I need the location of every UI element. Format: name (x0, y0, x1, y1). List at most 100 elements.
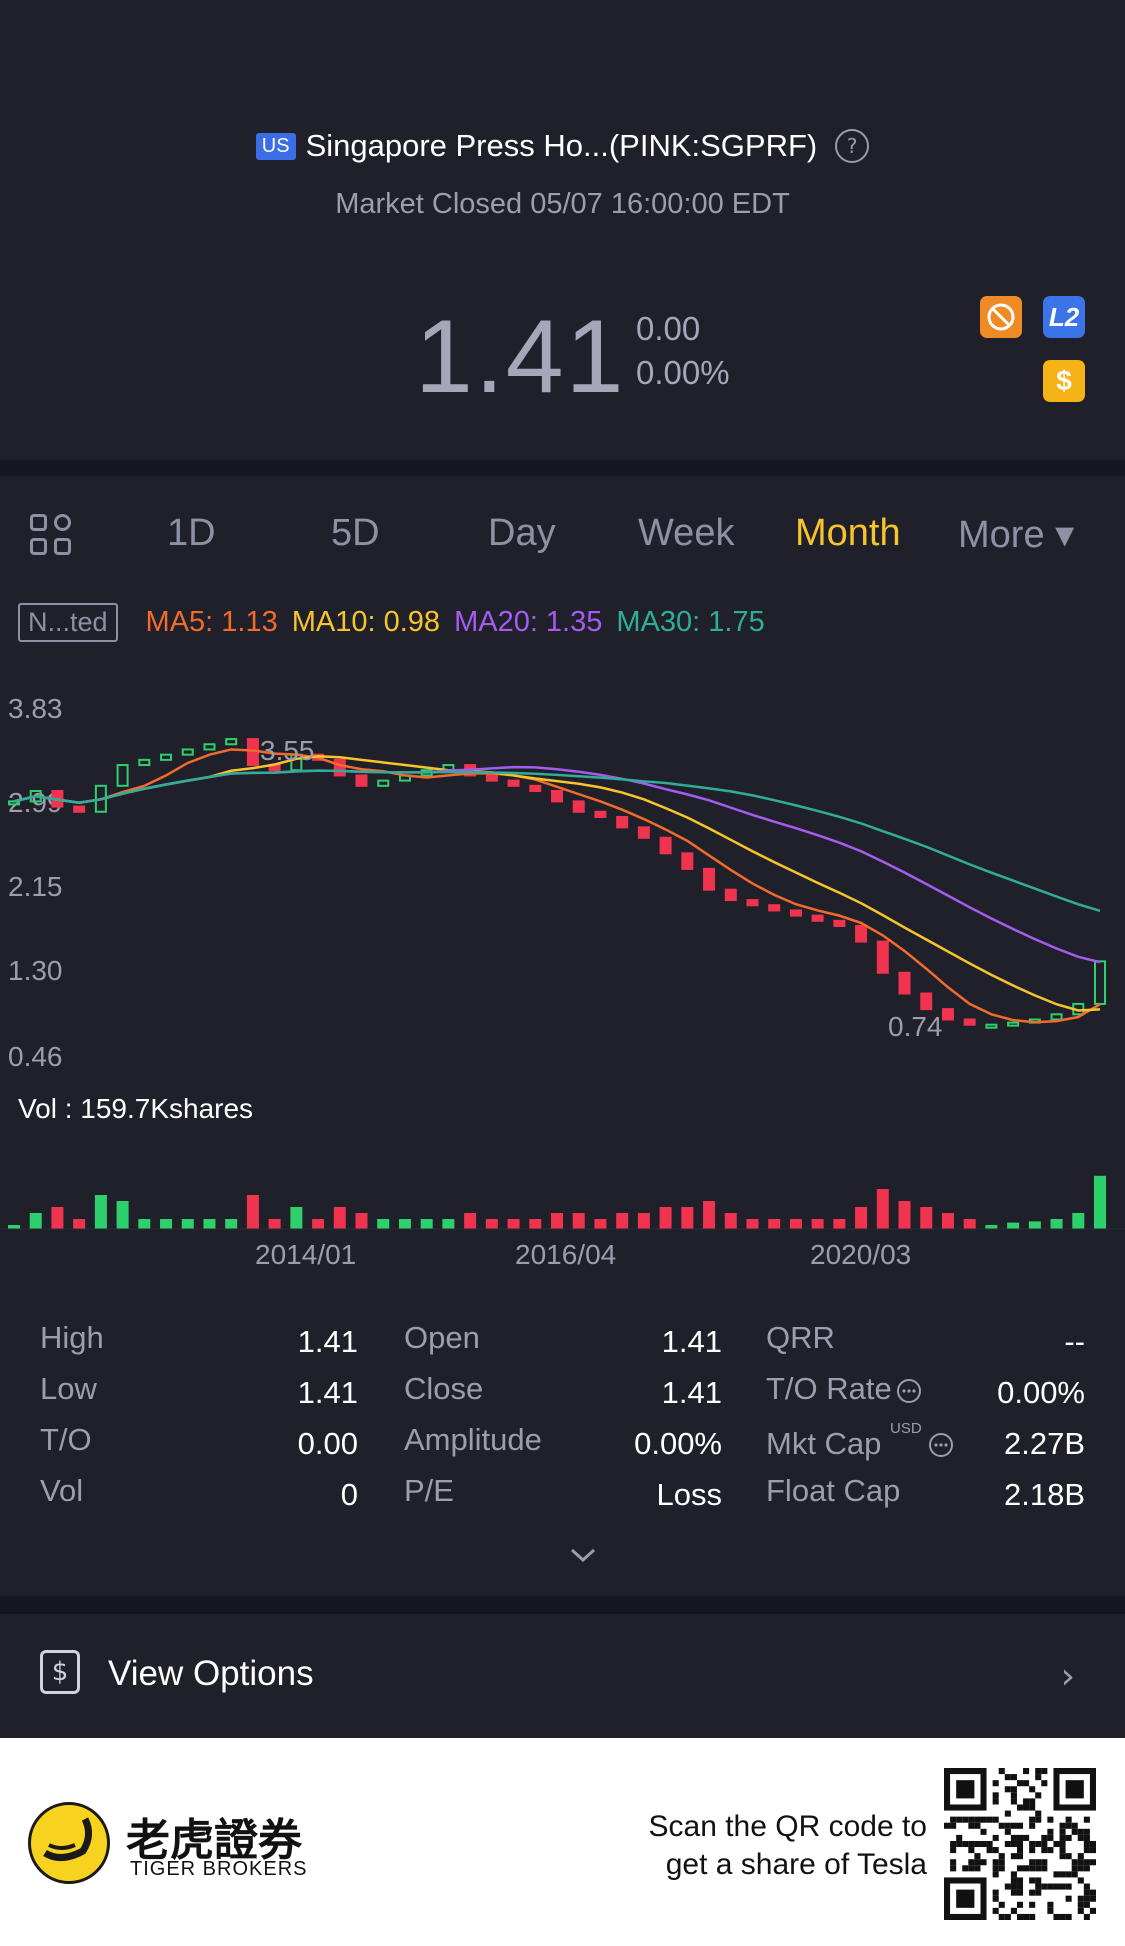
x-tick: 2014/01 (255, 1239, 356, 1270)
info-icon[interactable] (928, 1432, 954, 1458)
candle (703, 867, 716, 891)
volume-bar (985, 1225, 998, 1229)
ma20-label: MA20: 1.35 (454, 605, 603, 638)
candle (572, 800, 585, 813)
stat-value: 0.00% (997, 1375, 1085, 1410)
volume-bar (8, 1225, 20, 1229)
volume-bar (898, 1201, 911, 1229)
stat-value: 2.18B (1003, 1477, 1085, 1512)
candle (507, 779, 520, 787)
candle (485, 774, 498, 782)
candle (746, 899, 759, 907)
stat-value: 1.41 (661, 1324, 722, 1359)
volume-bar (594, 1219, 607, 1229)
candle (138, 758, 151, 767)
stock-title: Singapore Press Ho...(PINK:SGPRF) (305, 128, 818, 163)
title-row: US Singapore Press Ho...(PINK:SGPRF) ? (0, 128, 1125, 164)
candle (876, 940, 889, 974)
stat-label: Open (404, 1320, 480, 1355)
candle (637, 826, 650, 839)
promo-line: get a share of Tesla (665, 1848, 927, 1881)
volume-bar (616, 1213, 629, 1229)
volume-bar (724, 1213, 737, 1229)
adjust-mode-button[interactable]: N...ted (18, 602, 118, 642)
volume-bar (181, 1219, 194, 1229)
volume-bar (768, 1219, 781, 1229)
view-options-label: View Options (108, 1654, 314, 1693)
low-marker: 0.74 (888, 1011, 943, 1042)
volume-bar (94, 1195, 107, 1229)
tab-month[interactable]: Month (795, 512, 901, 554)
price-change-pct: 0.00% (636, 354, 730, 391)
volume-bar (1028, 1221, 1041, 1229)
volume-bar (551, 1213, 563, 1229)
volume-bar (485, 1219, 498, 1229)
volume-bar (746, 1219, 759, 1229)
stat-label: QRR (766, 1320, 835, 1355)
stat-value: 1.41 (297, 1324, 358, 1359)
volume-bar (312, 1219, 325, 1229)
volume-bar (1050, 1219, 1063, 1229)
candle (1007, 1021, 1020, 1027)
volume-bar (398, 1219, 411, 1229)
volume-bar (833, 1219, 846, 1229)
candle (768, 904, 781, 912)
candle (681, 852, 694, 870)
market-badge: US (255, 132, 296, 160)
stat-label: Mkt Cap (766, 1426, 882, 1461)
candle (116, 764, 129, 787)
candle (551, 790, 563, 803)
stat-label: Float Cap (766, 1473, 901, 1508)
quote-header: US Singapore Press Ho...(PINK:SGPRF) ? M… (0, 0, 1125, 460)
tab-week[interactable]: Week (638, 512, 735, 554)
info-icon[interactable] (896, 1378, 922, 1404)
tab-5d[interactable]: 5D (331, 512, 380, 554)
volume-bar (420, 1219, 433, 1229)
volume-bar (355, 1213, 368, 1229)
volume-bar (268, 1219, 281, 1229)
volume-bar (789, 1219, 802, 1229)
candle (920, 992, 933, 1011)
volume-bar (116, 1201, 129, 1229)
ma10-label: MA10: 0.98 (291, 605, 441, 638)
y-tick: 0.46 (8, 1041, 63, 1072)
candle (616, 815, 629, 829)
volume-bar (73, 1219, 86, 1229)
volume-bar (529, 1219, 542, 1229)
help-icon[interactable]: ? (835, 129, 870, 163)
promo-text: Scan the QR code to get a share of Tesla (649, 1808, 928, 1884)
tab-more[interactable]: More ▾ (958, 514, 1075, 556)
candle (898, 971, 911, 995)
candle (377, 779, 390, 787)
candle (181, 748, 194, 756)
chevron-down-icon[interactable] (568, 1540, 598, 1570)
volume-bar (246, 1195, 259, 1229)
level2-icon[interactable]: L2 (1043, 296, 1085, 338)
candlestick-chart[interactable]: 3.83 2.99 2.15 1.30 0.46 3.55 0.74 Vol :… (0, 660, 1125, 1300)
brand-name-cn: 老虎證券 (126, 1815, 302, 1866)
high-marker: 3.55 (260, 735, 315, 766)
no-sign-icon[interactable] (980, 296, 1022, 338)
stat-label: T/O (40, 1422, 92, 1457)
ma5-label: MA5: 1.13 (145, 605, 278, 638)
volume-bar (442, 1219, 455, 1229)
volume-bar (855, 1207, 868, 1229)
stat-label: Amplitude (404, 1422, 542, 1457)
stat-label: High (40, 1320, 104, 1355)
chevron-right-icon: › (1060, 1656, 1075, 1697)
promo-line: Scan the QR code to (648, 1810, 928, 1843)
ma5-line (13, 748, 1101, 1024)
view-options-row[interactable]: $ View Options › (0, 1614, 1125, 1738)
stat-value: Loss (656, 1477, 722, 1512)
tab-day[interactable]: Day (488, 512, 556, 554)
qr-code-icon[interactable] (944, 1768, 1096, 1920)
stat-label: Vol (40, 1473, 84, 1508)
grid-icon[interactable] (30, 514, 74, 558)
dollar-badge-icon[interactable]: $ (1043, 360, 1085, 402)
price-change: 0.00 (636, 310, 701, 347)
tab-1d[interactable]: 1D (167, 512, 216, 554)
candle (963, 1018, 976, 1026)
x-tick: 2016/04 (515, 1239, 616, 1270)
market-status: Market Closed 05/07 16:00:00 EDT (335, 188, 790, 220)
divider (0, 460, 1125, 476)
